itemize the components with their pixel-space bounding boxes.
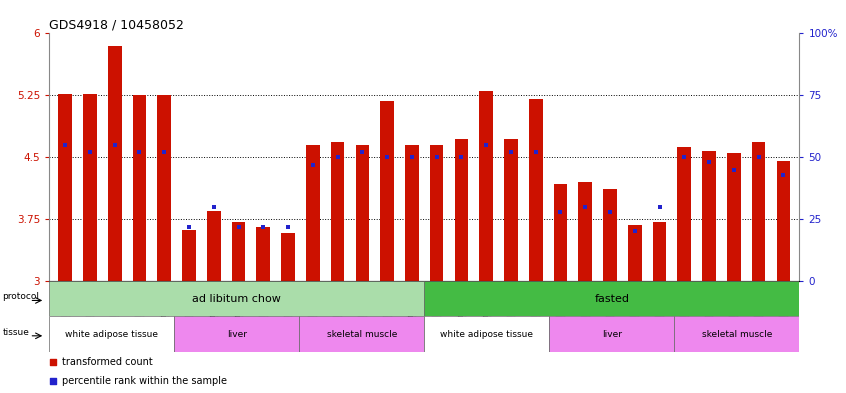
Point <box>504 149 518 155</box>
Point <box>58 141 72 148</box>
Bar <box>182 230 195 281</box>
Bar <box>480 91 493 281</box>
Bar <box>108 46 122 281</box>
Point <box>529 149 542 155</box>
Point <box>281 223 294 230</box>
Point <box>46 378 59 384</box>
Text: liver: liver <box>227 330 247 338</box>
Point <box>752 154 766 160</box>
Bar <box>299 316 424 352</box>
Bar <box>727 153 740 281</box>
Bar <box>553 184 568 281</box>
Bar <box>355 145 369 281</box>
Text: percentile rank within the sample: percentile rank within the sample <box>62 376 227 386</box>
Text: skeletal muscle: skeletal muscle <box>701 330 772 338</box>
Bar <box>430 145 443 281</box>
Bar <box>579 182 592 281</box>
Bar <box>549 316 674 352</box>
Text: white adipose tissue: white adipose tissue <box>65 330 158 338</box>
Bar <box>306 145 320 281</box>
Point <box>306 162 320 168</box>
Point <box>182 223 195 230</box>
Bar <box>157 95 171 281</box>
Text: ad libitum chow: ad libitum chow <box>192 294 281 304</box>
Bar <box>174 316 299 352</box>
Bar <box>678 147 691 281</box>
Point <box>727 167 740 173</box>
Text: white adipose tissue: white adipose tissue <box>440 330 533 338</box>
Bar <box>529 99 542 281</box>
Point <box>331 154 344 160</box>
Bar <box>133 95 146 281</box>
Text: protocol: protocol <box>3 292 40 301</box>
Point <box>628 228 641 235</box>
Point <box>108 141 122 148</box>
Bar <box>232 222 245 281</box>
Point <box>355 149 369 155</box>
Bar <box>58 94 72 281</box>
Bar <box>281 233 295 281</box>
Bar <box>49 316 174 352</box>
Bar <box>331 142 344 281</box>
Point <box>83 149 96 155</box>
Point <box>405 154 419 160</box>
Point <box>157 149 171 155</box>
Bar <box>381 101 394 281</box>
Point <box>653 204 667 210</box>
Point <box>454 154 468 160</box>
Text: skeletal muscle: skeletal muscle <box>327 330 397 338</box>
Point <box>678 154 691 160</box>
Bar <box>504 139 518 281</box>
Bar <box>653 222 667 281</box>
Text: GDS4918 / 10458052: GDS4918 / 10458052 <box>49 18 184 31</box>
Point <box>702 159 716 165</box>
Bar <box>702 151 716 281</box>
Bar <box>603 189 617 281</box>
Point <box>232 223 245 230</box>
Bar <box>424 281 799 316</box>
Bar <box>777 161 790 281</box>
Point <box>133 149 146 155</box>
Text: transformed count: transformed count <box>62 357 153 367</box>
Bar <box>256 227 270 281</box>
Point <box>46 359 59 365</box>
Bar <box>207 211 221 281</box>
Point <box>554 209 568 215</box>
Point <box>480 141 493 148</box>
Bar <box>752 142 766 281</box>
Point <box>256 223 270 230</box>
Point <box>777 171 790 178</box>
Point <box>207 204 221 210</box>
Bar <box>405 145 419 281</box>
Bar <box>454 139 468 281</box>
Bar <box>49 281 424 316</box>
Bar <box>674 316 799 352</box>
Bar <box>424 316 549 352</box>
Text: tissue: tissue <box>3 328 30 337</box>
Text: liver: liver <box>602 330 622 338</box>
Point <box>430 154 443 160</box>
Point <box>579 204 592 210</box>
Point <box>603 209 617 215</box>
Point <box>381 154 394 160</box>
Text: fasted: fasted <box>595 294 629 304</box>
Bar <box>628 225 641 281</box>
Bar <box>83 94 96 281</box>
